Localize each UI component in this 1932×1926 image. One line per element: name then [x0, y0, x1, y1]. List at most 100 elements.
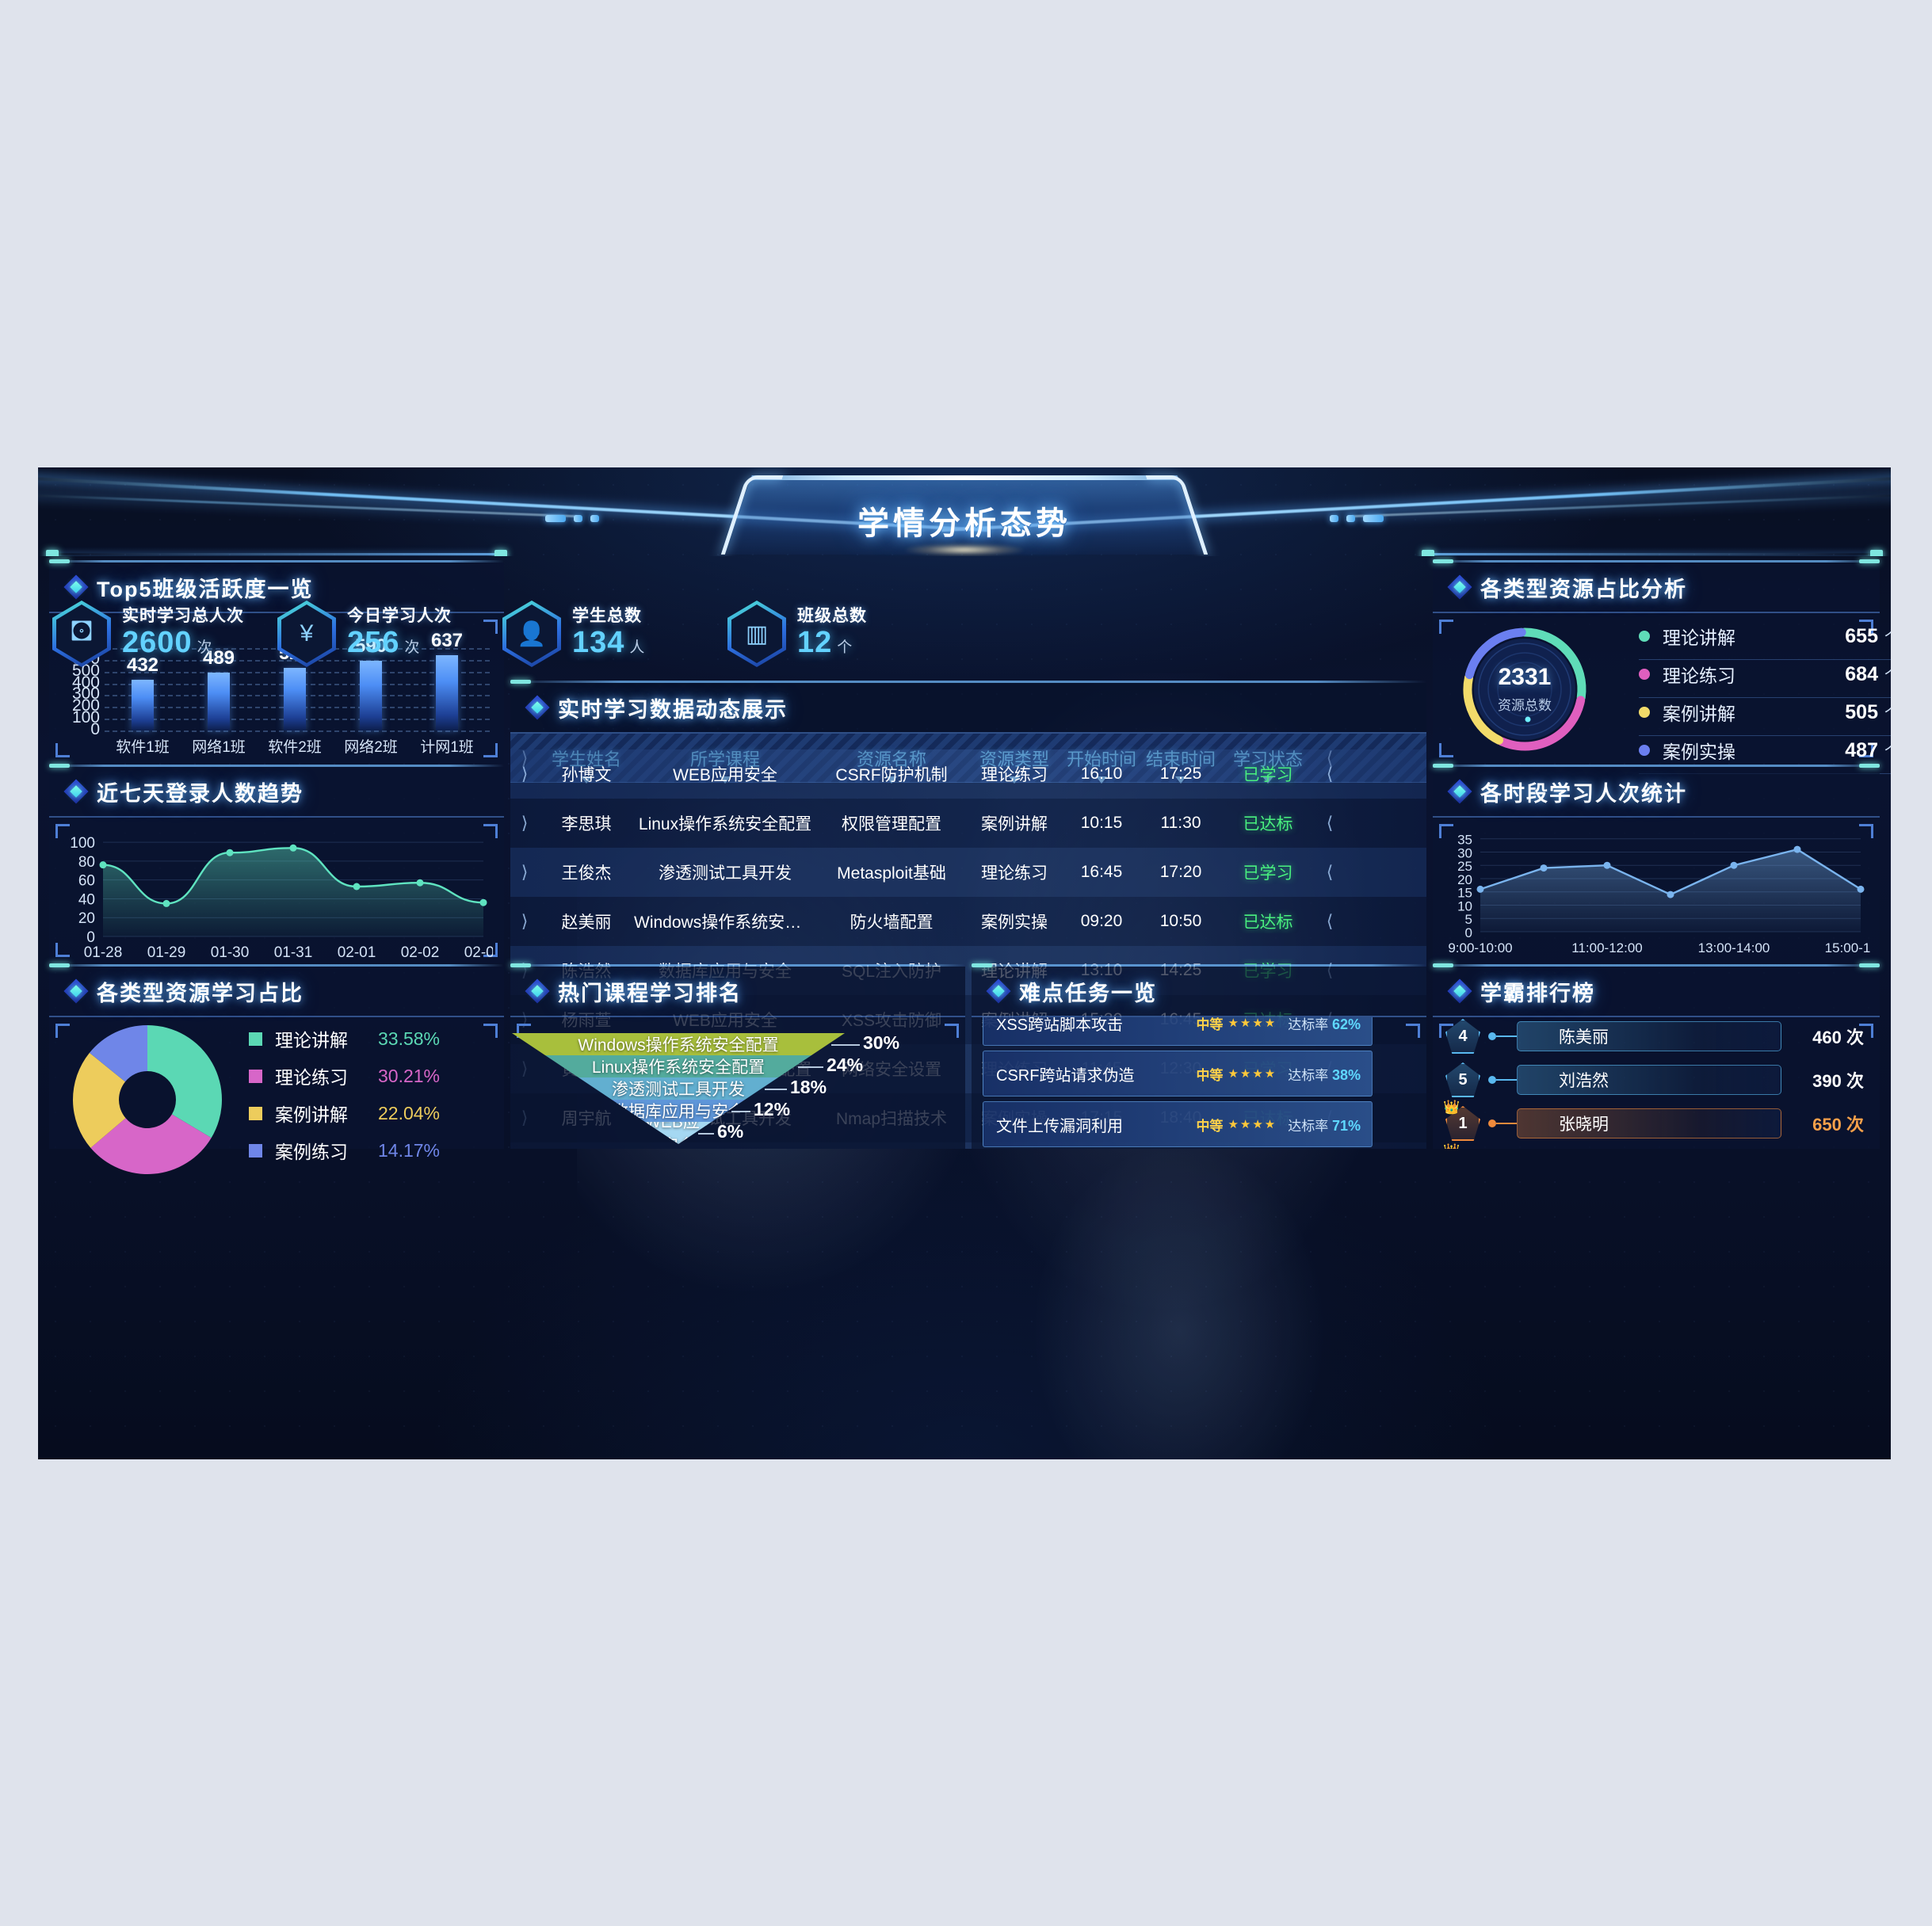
legend-label: 理论讲解 [275, 1030, 348, 1051]
row-marker-icon: ⟩ [521, 813, 529, 833]
panel-cap-icon [49, 963, 70, 967]
pie-slice [89, 1025, 147, 1082]
svg-text:02-01: 02-01 [338, 944, 376, 961]
svg-text:80: 80 [78, 854, 95, 871]
funnel-segment[interactable]: Windows操作系统安全配置 [512, 1033, 845, 1055]
user-icon: 👤 [502, 601, 561, 667]
table-row[interactable]: ⟩ 赵美丽 Windows操作系统安全… 防火墙配置 案例实操 09:20 10:50 已达标… [510, 897, 1426, 946]
kpi-label: 实时学习总人次 [122, 607, 244, 626]
y-axis-tick: 100 [71, 708, 100, 727]
table-row[interactable]: ⟩ 孙博文 WEB应用安全 CSRF防护机制 理论练习 16:10 17:25 已学习 ⟨ [510, 749, 1426, 799]
diamond-icon [1447, 779, 1472, 804]
table-cell: 防火墙配置 [850, 913, 934, 932]
kpi-value: 134 人 [572, 626, 646, 660]
task-row[interactable]: XSS跨站脚本攻击 中等 ★★★★ 达标率 62% [983, 1017, 1373, 1046]
rank-dot-icon [1488, 1076, 1496, 1084]
rank-badge: 5 [1445, 1062, 1480, 1097]
legend-unit: 个 [1884, 743, 1891, 761]
funnel-segment[interactable]: Linux操作系统安全配置 [545, 1055, 811, 1077]
panel-hot-courses: 热门课程学习排名 Windows操作系统安全配置 30% Linux操作系统安全配置… [510, 963, 965, 1149]
panel-title: 各时段学习人次统计 [1480, 781, 1687, 806]
panel-hard-tasks: 难点任务一览 XSS跨站脚本攻击 中等 ★★★★ 达标率 62% CSRF跨站请求伪造中… [972, 963, 1426, 1149]
panel-header: 学霸排行榜 [1433, 963, 1880, 1017]
crown-icon: 👑 [1443, 1143, 1460, 1149]
smoke-decoration [1013, 1117, 1346, 1459]
dashboard-root: 学情分析态势 Top5班级活跃度一览 700600500400300200100… [38, 467, 1891, 1459]
kpi-unit: 次 [197, 639, 213, 657]
panel-header: 各类型资源占比分析 [1433, 559, 1880, 613]
svg-text:60: 60 [78, 873, 95, 890]
legend-swatch [249, 1069, 262, 1083]
yen-circle-icon: ¥ [277, 601, 336, 667]
header-rule-cap [46, 550, 59, 556]
panel-header: 各类型资源学习占比 [49, 963, 504, 1017]
funnel-segment[interactable]: 渗透测试工具开发 [578, 1077, 778, 1100]
row-marker-icon: ⟨ [1326, 813, 1334, 833]
task-row[interactable]: 文件上传漏洞利用 中等 ★★★★ 达标率 71% [983, 1101, 1373, 1147]
rank-row[interactable]: 1 👑 张晓明 650 次 [1443, 1100, 1864, 1141]
table-row[interactable]: ⟩ 李思琪 Linux操作系统安全配置 权限管理配置 案例讲解 10:15 11:30 已达标… [510, 799, 1426, 848]
panel-cap-icon [1859, 963, 1880, 967]
rank-row[interactable]: 5 刘浩然 390 次 [1445, 1062, 1864, 1097]
legend-unit: 个 [1884, 705, 1891, 723]
y-axis-tick: 0 [90, 720, 100, 738]
header-rule-cap [494, 550, 507, 556]
header-rule-left [46, 553, 506, 555]
table-cell: WEB应用安全 [673, 766, 777, 784]
kpi-card-4: ▥ 班级总数 12 个 [721, 586, 946, 681]
rank-dot-icon [1488, 1032, 1496, 1040]
donut-center-value: 2331 [1498, 664, 1552, 690]
kpi-label: 今日学习人次 [347, 607, 452, 626]
table-row[interactable]: ⟩ 王俊杰 渗透测试工具开发 Metasploit基础 理论练习 16:45 17:20 已学… [510, 848, 1426, 897]
panel-title: 实时学习数据动态展示 [558, 697, 788, 722]
legend-swatch [249, 1106, 262, 1120]
panel-login-trend: 近七天登录人数趋势 0 20 40 60 80 100 01-28 01-29 01-30 01-… [49, 764, 504, 963]
y-axis-tick: 300 [71, 685, 100, 704]
donut-center-label: 资源总数 [1498, 698, 1552, 713]
panel-title: 各类型资源学习占比 [97, 981, 304, 1005]
legend-unit: 个 [1884, 667, 1891, 685]
dashboard-header: 学情分析态势 [38, 467, 1891, 556]
table-cell: 已学习 [1243, 864, 1293, 883]
books-icon: ▥ [727, 601, 786, 667]
table-row[interactable]: ⟩吴嘉怡Windows操作系统安全…用户权限管理理论讲解08:5009:35已学… [510, 1142, 1426, 1149]
title-glow-icon [905, 543, 1024, 556]
y-axis-tick: 200 [71, 696, 100, 715]
panel-header: 难点任务一览 [972, 963, 1426, 1017]
task-row[interactable]: CSRF跨站请求伪造 中等 ★★★★ 达标率 38% [983, 1051, 1373, 1096]
svg-text:20: 20 [78, 910, 95, 927]
rank-value: 390 次 [1812, 1071, 1864, 1091]
bar [208, 673, 230, 730]
diamond-icon [986, 978, 1011, 1004]
svg-text:15: 15 [1457, 886, 1472, 901]
student-name: 陈美丽 [1559, 1028, 1609, 1047]
svg-text:5: 5 [1465, 912, 1472, 927]
panel-header: 实时学习数据动态展示 [510, 680, 1426, 734]
star-rating-icon: ★★★★ [1228, 1017, 1277, 1030]
funnel-leader-line [731, 1111, 750, 1112]
y-axis-tick: 400 [71, 673, 100, 692]
x-axis-tick: 计网1班 [420, 739, 474, 756]
panel-title: 各类型资源占比分析 [1480, 577, 1687, 601]
star-rating-icon: ★★★★ [1228, 1118, 1277, 1131]
table-cell: Metasploit基础 [837, 864, 946, 883]
hard-tasks-list[interactable]: XSS跨站脚本攻击 中等 ★★★★ 达标率 62% CSRF跨站请求伪造 中等 ★★★★ 达标… [972, 1017, 1426, 1149]
header-rule-cap [1870, 550, 1883, 556]
legend-swatch [1639, 631, 1650, 642]
table-cell: 已达标 [1243, 913, 1293, 932]
panel-cap-icon [1433, 963, 1453, 967]
funnel-segment[interactable]: 数据库应用与安全 [612, 1100, 745, 1122]
legend-label: 案例练习 [275, 1142, 348, 1162]
table-cell: 09:20 [1080, 912, 1123, 930]
table-cell: 权限管理配置 [842, 815, 941, 833]
rank-bar: 陈美丽 [1517, 1021, 1781, 1051]
rank-connector [1496, 1079, 1517, 1081]
task-name: CSRF跨站请求伪造 [996, 1066, 1135, 1085]
panel-period-stats: 各时段学习人次统计 0 5 10 15 20 25 30 35 9:00-10:00 11:00-… [1433, 764, 1880, 963]
rank-row[interactable]: 4 陈美丽 460 次 [1445, 1019, 1864, 1054]
task-rate: 达标率 62% [1288, 1017, 1361, 1032]
table-cell: 10:50 [1159, 912, 1202, 930]
donut-segment [1463, 673, 1504, 745]
